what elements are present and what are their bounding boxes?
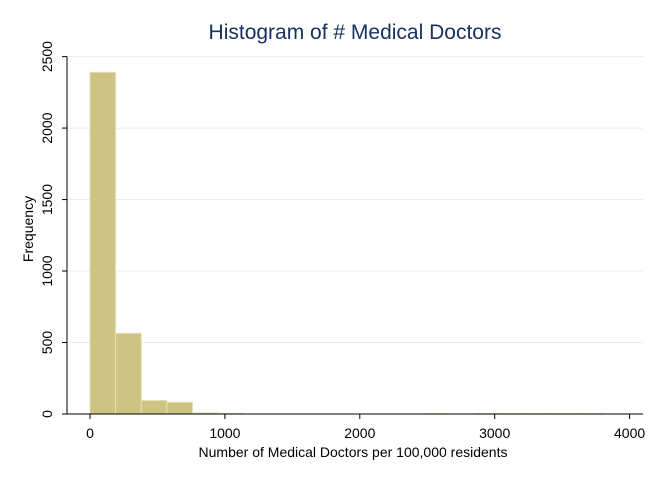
histogram-bar-2 [140,399,168,415]
grid-lines [67,56,643,344]
y-tick-label: 2500 [39,41,55,72]
y-axis-label: Frequency [20,196,36,262]
histogram-bar-1 [115,332,142,415]
histogram-bars [89,71,604,415]
x-tick-label: 4000 [614,425,645,441]
x-tick-label: 2000 [344,425,375,441]
x-tick-label: 3000 [479,425,510,441]
y-tick-label: 0 [39,410,55,418]
x-tick-label: 0 [86,425,94,441]
y-tick-label: 1500 [39,184,55,215]
y-tick-label: 2000 [39,112,55,143]
x-axis-label: Number of Medical Doctors per 100,000 re… [199,444,508,460]
chart-title: Histogram of # Medical Doctors [209,21,502,44]
x-tick-label: 1000 [209,425,240,441]
axes [66,56,643,415]
y-axis-ticks: 0 500 1000 1500 2000 2500 [39,41,67,418]
x-axis-ticks: 0 1000 2000 3000 4000 [86,414,645,441]
histogram-bar-3 [166,401,194,415]
y-tick-label: 500 [39,331,55,355]
y-tick-label: 1000 [39,255,55,286]
histogram-bar-0 [89,71,117,415]
